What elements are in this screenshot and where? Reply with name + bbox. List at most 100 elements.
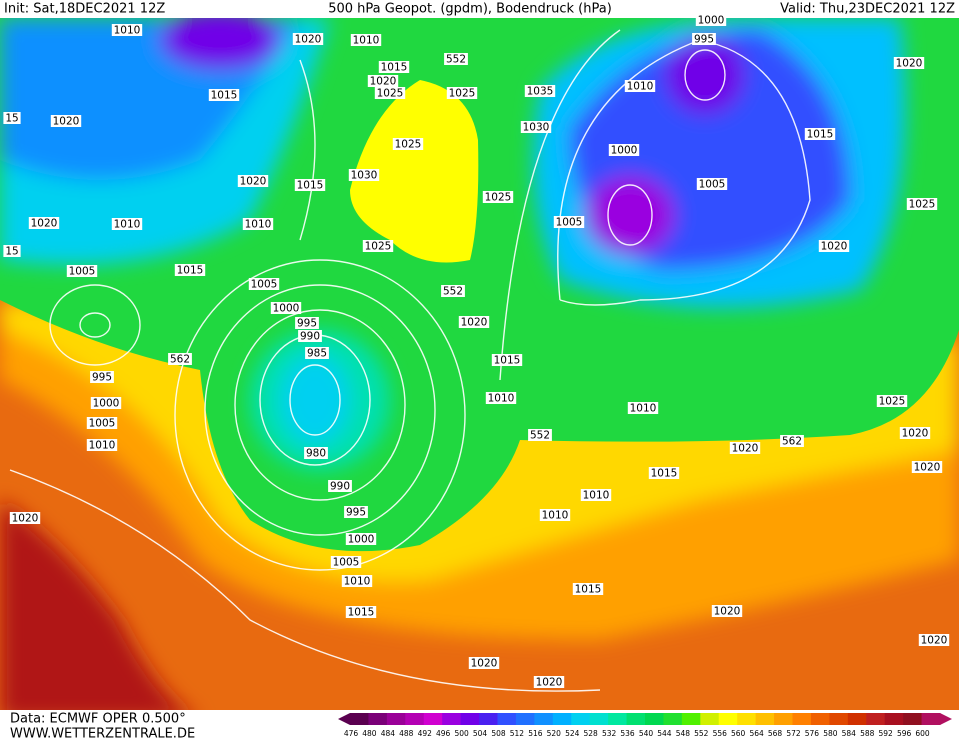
- isobar-label: 980: [306, 448, 326, 460]
- scale-label: 484: [381, 729, 396, 738]
- isobar-label: 1010: [89, 440, 116, 452]
- label-box: [3, 112, 21, 124]
- label-box: [648, 467, 680, 479]
- isobar-label: 1020: [240, 176, 267, 188]
- scale-cell: [681, 713, 701, 725]
- label-box: [553, 216, 585, 228]
- scale-cell: [663, 713, 683, 725]
- label-box: [111, 24, 143, 36]
- label-box: [695, 14, 727, 26]
- map-field: [0, 18, 959, 710]
- scale-label: 520: [547, 729, 562, 738]
- label-box: [305, 347, 329, 359]
- label-box: [539, 509, 571, 521]
- label-box: [237, 175, 269, 187]
- label-box: [248, 278, 280, 290]
- label-box: [90, 371, 114, 383]
- scale-cell: [460, 713, 480, 725]
- label-box: [627, 402, 659, 414]
- label-box: [350, 34, 382, 46]
- isobar-label: 1015: [381, 62, 408, 74]
- scale-label: 476: [344, 729, 359, 738]
- isobar-label: 1010: [630, 403, 657, 415]
- label-box: [208, 89, 240, 101]
- scale-label: 492: [418, 729, 433, 738]
- scale-label: 572: [786, 729, 801, 738]
- isobar-label: 1025: [909, 199, 936, 211]
- scale-label: 508: [491, 729, 506, 738]
- isobar-label: 1010: [245, 219, 272, 231]
- label-box: [168, 353, 192, 365]
- scale-label: 556: [713, 729, 728, 738]
- isobar-label: 552: [530, 430, 550, 442]
- label-box: [111, 218, 143, 230]
- isobar-label: 1000: [698, 15, 725, 27]
- label-box: [911, 461, 943, 473]
- scale-label: 560: [731, 729, 746, 738]
- label-box: [298, 330, 322, 342]
- scale-label: 544: [657, 729, 672, 738]
- isobar-label: 995: [694, 34, 714, 46]
- init-time: Init: Sat,18DEC2021 12Z: [4, 2, 165, 17]
- isobar-label: 1015: [348, 607, 375, 619]
- scale-cell: [479, 713, 498, 725]
- label-box: [341, 575, 373, 587]
- label-box: [345, 606, 377, 618]
- label-box: [174, 264, 206, 276]
- isobar-label: 1020: [921, 635, 948, 647]
- label-box: [66, 265, 98, 277]
- isobar-label: 1020: [295, 34, 322, 46]
- scale-cell: [645, 713, 664, 725]
- scale-label: 516: [528, 729, 543, 738]
- valid-time: Valid: Thu,23DEC2021 12Z: [780, 2, 955, 17]
- label-box: [292, 33, 324, 45]
- label-box: [86, 417, 118, 429]
- isobar-label: 1025: [377, 88, 404, 100]
- label-box: [295, 317, 319, 329]
- isobar-label: 1020: [821, 241, 848, 253]
- isobar-label: 1020: [536, 677, 563, 689]
- isobar-label: 1020: [31, 218, 58, 230]
- label-box: [608, 144, 640, 156]
- isobar-label: 1025: [879, 396, 906, 408]
- label-box: [3, 245, 21, 257]
- isobar-label: 1010: [542, 510, 569, 522]
- scale-label: 512: [510, 729, 525, 738]
- isobar-label: 1015: [575, 584, 602, 596]
- scale-cell: [810, 713, 830, 725]
- scale-cell: [497, 713, 517, 725]
- label-box: [328, 480, 352, 492]
- scale-label: 552: [694, 729, 709, 738]
- label-box: [524, 85, 556, 97]
- isobar-label: 1020: [471, 658, 498, 670]
- scale-cell: [350, 713, 369, 725]
- website: WWW.WETTERZENTRALE.DE: [10, 727, 195, 741]
- label-box: [580, 489, 612, 501]
- scale-cell: [626, 713, 646, 725]
- isobar-label: 1015: [494, 355, 521, 367]
- label-box: [50, 115, 82, 127]
- isobar-label: 1010: [114, 25, 141, 37]
- isobar-label: 1000: [273, 303, 300, 315]
- scale-cell: [774, 713, 793, 725]
- isobar-label: 1015: [177, 265, 204, 277]
- isobar-label: 1015: [651, 468, 678, 480]
- scale-cell: [718, 713, 738, 725]
- scale-label: 488: [399, 729, 414, 738]
- color-scale: 476 480 484 488 492 496 500 504 508 512 516 520 524 5…: [338, 713, 952, 738]
- label-box: [624, 80, 656, 92]
- isobar-label: 562: [170, 354, 190, 366]
- scale-label: 496: [436, 729, 451, 738]
- label-box: [294, 179, 326, 191]
- scale-label: 596: [897, 729, 912, 738]
- map-title: 500 hPa Geopot. (gpdm), Bodendruck (hPa): [328, 2, 612, 17]
- label-box: [9, 512, 41, 524]
- label-box: [696, 178, 728, 190]
- isobar-label: 552: [443, 286, 463, 298]
- label-box: [520, 121, 552, 133]
- label-box: [528, 429, 552, 441]
- isobar-label: 1010: [627, 81, 654, 93]
- isobar-label: 1020: [732, 443, 759, 455]
